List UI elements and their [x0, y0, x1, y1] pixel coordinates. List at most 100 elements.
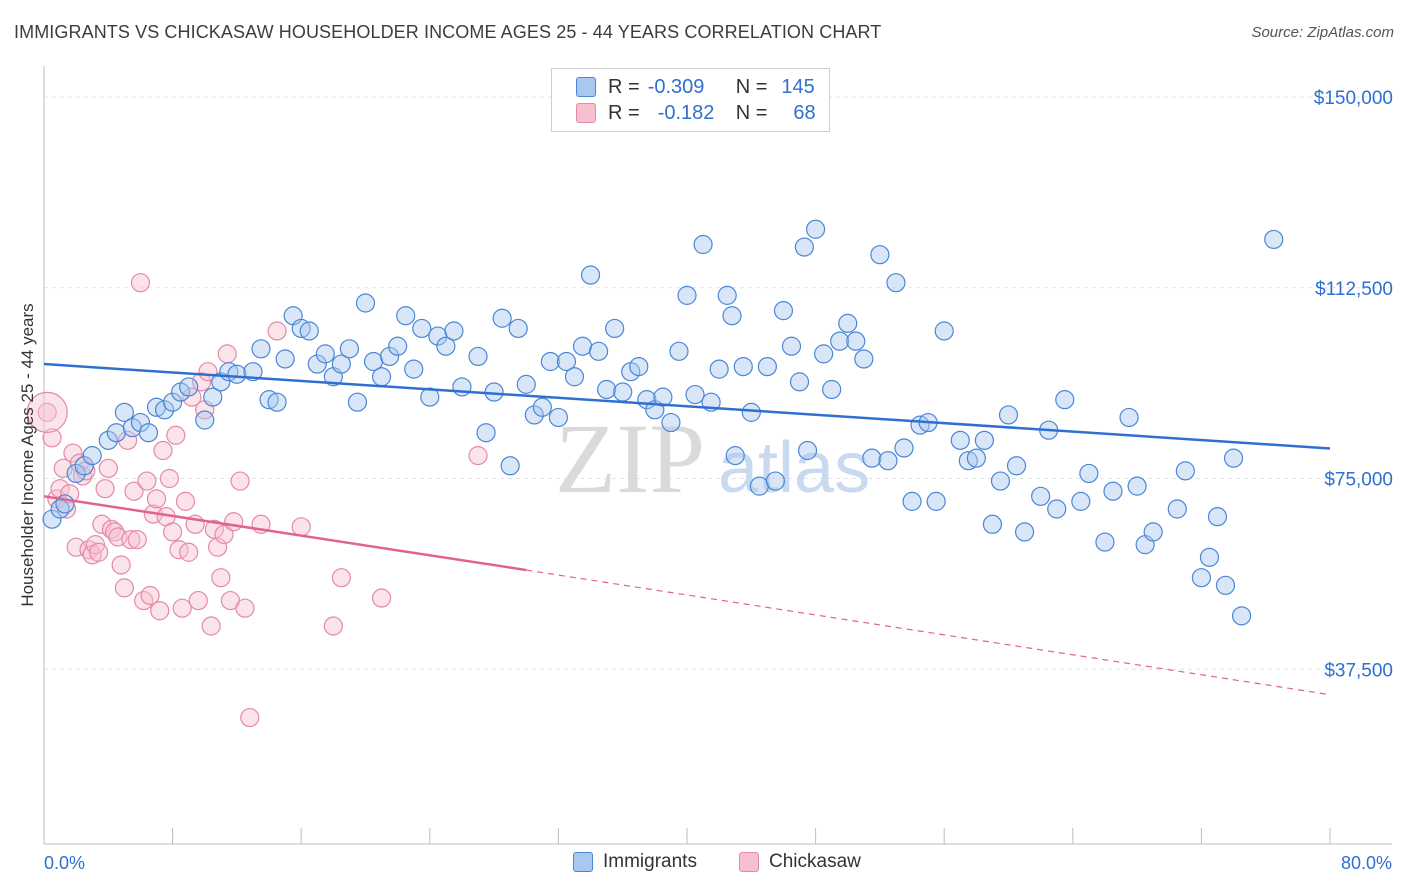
immigrants-point	[339, 339, 360, 359]
immigrants-point	[388, 336, 408, 356]
immigrants-point	[98, 430, 118, 450]
immigrants-point	[380, 346, 400, 367]
chickasaw-point	[172, 598, 192, 618]
immigrants-point	[436, 336, 456, 356]
immigrants-point	[1031, 486, 1051, 506]
immigrants-point	[500, 456, 520, 476]
chickasaw-point	[224, 512, 244, 532]
chickasaw-point	[230, 471, 250, 491]
immigrants-point	[508, 318, 528, 339]
immigrants-point	[733, 356, 753, 377]
immigrants-point	[564, 367, 585, 387]
immigrants-point	[452, 377, 472, 397]
immigrants-point	[878, 451, 898, 471]
immigrants-point	[605, 318, 625, 339]
immigrants-point	[789, 372, 810, 392]
stats-legend: R = -0.309 N = 145 R = -0.182 N = 68	[551, 68, 830, 132]
immigrants-point	[371, 367, 392, 387]
immigrants-point	[669, 341, 689, 361]
immigrants-point	[765, 471, 786, 491]
chickasaw-n-value: 68	[793, 101, 816, 124]
chickasaw-point	[146, 489, 167, 509]
immigrants-point	[524, 405, 544, 425]
gridlines	[44, 96, 1392, 670]
immigrants-point	[725, 446, 745, 466]
immigrants-point	[982, 514, 1003, 534]
immigrants-legend-label: Immigrants	[603, 851, 697, 872]
immigrants-point	[677, 285, 697, 305]
immigrants-point	[894, 438, 914, 458]
chickasaw-point	[201, 616, 221, 636]
immigrants-point	[412, 318, 432, 339]
chickasaw-point	[37, 402, 57, 422]
immigrants-point	[163, 392, 183, 412]
immigrants-point	[822, 379, 842, 400]
immigrants-point	[179, 377, 199, 397]
chickasaw-point	[114, 578, 134, 598]
immigrants-point	[1264, 229, 1284, 250]
immigrants-point	[1006, 456, 1027, 476]
legend-row-chickasaw: R = -0.182 N = 68	[576, 100, 816, 126]
immigrants-point	[203, 387, 223, 407]
immigrants-point	[629, 356, 649, 377]
immigrants-swatch	[576, 77, 596, 97]
immigrants-point	[532, 397, 552, 417]
chickasaw-legend-swatch	[739, 852, 759, 872]
immigrants-point	[862, 448, 882, 468]
immigrants-point	[1055, 390, 1075, 410]
immigrants-point	[846, 331, 866, 351]
chickasaw-point	[130, 273, 151, 293]
chickasaw-point	[211, 568, 231, 588]
immigrants-point	[106, 423, 126, 443]
chickasaw-point-large	[26, 391, 68, 433]
immigrants-n-value: 145	[781, 75, 815, 98]
immigrants-point	[251, 339, 271, 359]
chickasaw-point	[191, 372, 212, 392]
r-label: R =	[608, 101, 640, 124]
n-label: N =	[735, 75, 768, 98]
immigrants-point	[42, 509, 62, 529]
immigrants-point	[347, 392, 368, 412]
immigrants-point	[966, 448, 986, 468]
immigrants-point	[1095, 532, 1115, 552]
chickasaw-point	[214, 524, 234, 545]
immigrants-point	[1191, 568, 1212, 588]
immigrants-points	[42, 219, 1284, 626]
immigrants-point	[299, 321, 319, 341]
immigrants-point	[74, 456, 94, 476]
immigrants-point	[307, 354, 327, 374]
chickasaw-point	[98, 458, 118, 478]
immigrants-point	[797, 440, 818, 461]
chickasaw-point	[117, 430, 138, 450]
immigrants-point	[1014, 522, 1035, 542]
immigrants-point	[580, 265, 601, 285]
immigrants-point	[1047, 499, 1067, 519]
immigrants-point	[990, 471, 1011, 491]
chickasaw-r-value: -0.182	[657, 101, 715, 124]
immigrants-point	[934, 321, 954, 341]
chickasaw-point	[101, 519, 122, 539]
immigrants-point	[476, 423, 496, 443]
immigrants-point	[1079, 463, 1099, 484]
immigrants-point	[685, 384, 705, 405]
immigrants-point	[830, 331, 850, 351]
immigrants-point	[717, 285, 737, 305]
immigrants-point	[597, 379, 617, 400]
immigrants-point	[444, 321, 464, 341]
immigrants-point	[661, 412, 681, 433]
immigrants-point	[114, 402, 134, 422]
y-tick-label: $112,500	[1315, 279, 1393, 300]
watermark-atlas: atlas	[718, 428, 870, 508]
chickasaw-points	[26, 273, 488, 728]
chickasaw-point	[240, 707, 260, 728]
chickasaw-point	[134, 590, 154, 611]
immigrants-point	[572, 336, 593, 356]
immigrants-point	[926, 491, 946, 511]
chickasaw-swatch	[576, 103, 596, 123]
legend-item-chickasaw: Chickasaw	[739, 851, 861, 873]
immigrants-point	[243, 362, 263, 382]
chickasaw-point	[89, 542, 109, 562]
immigrants-point	[773, 301, 794, 321]
y-tick-label: $37,500	[1324, 660, 1393, 681]
